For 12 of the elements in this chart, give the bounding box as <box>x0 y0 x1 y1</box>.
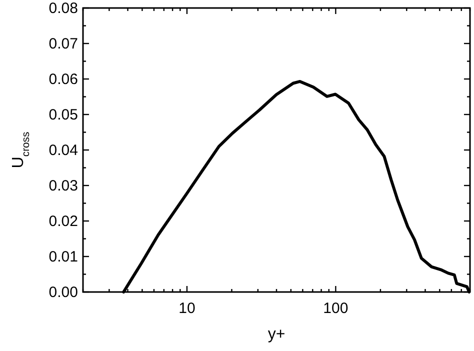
y-tick-label: 0.03 <box>48 178 78 194</box>
y-tick-label: 0.04 <box>48 142 78 159</box>
y-tick-label: 0.06 <box>48 71 78 88</box>
y-tick-label: 0.02 <box>48 213 78 230</box>
y-tick-label: 0.05 <box>48 106 78 124</box>
y-tick-label: 0.08 <box>48 0 78 17</box>
x-axis-title: y+ <box>268 326 286 343</box>
y-tick-label: 0.07 <box>48 36 78 52</box>
y-tick-label: 0.01 <box>48 248 78 266</box>
x-tick-label: 100 <box>323 300 348 317</box>
x-tick-label: 10 <box>178 300 196 317</box>
y-tick-label: 0.00 <box>48 284 78 301</box>
